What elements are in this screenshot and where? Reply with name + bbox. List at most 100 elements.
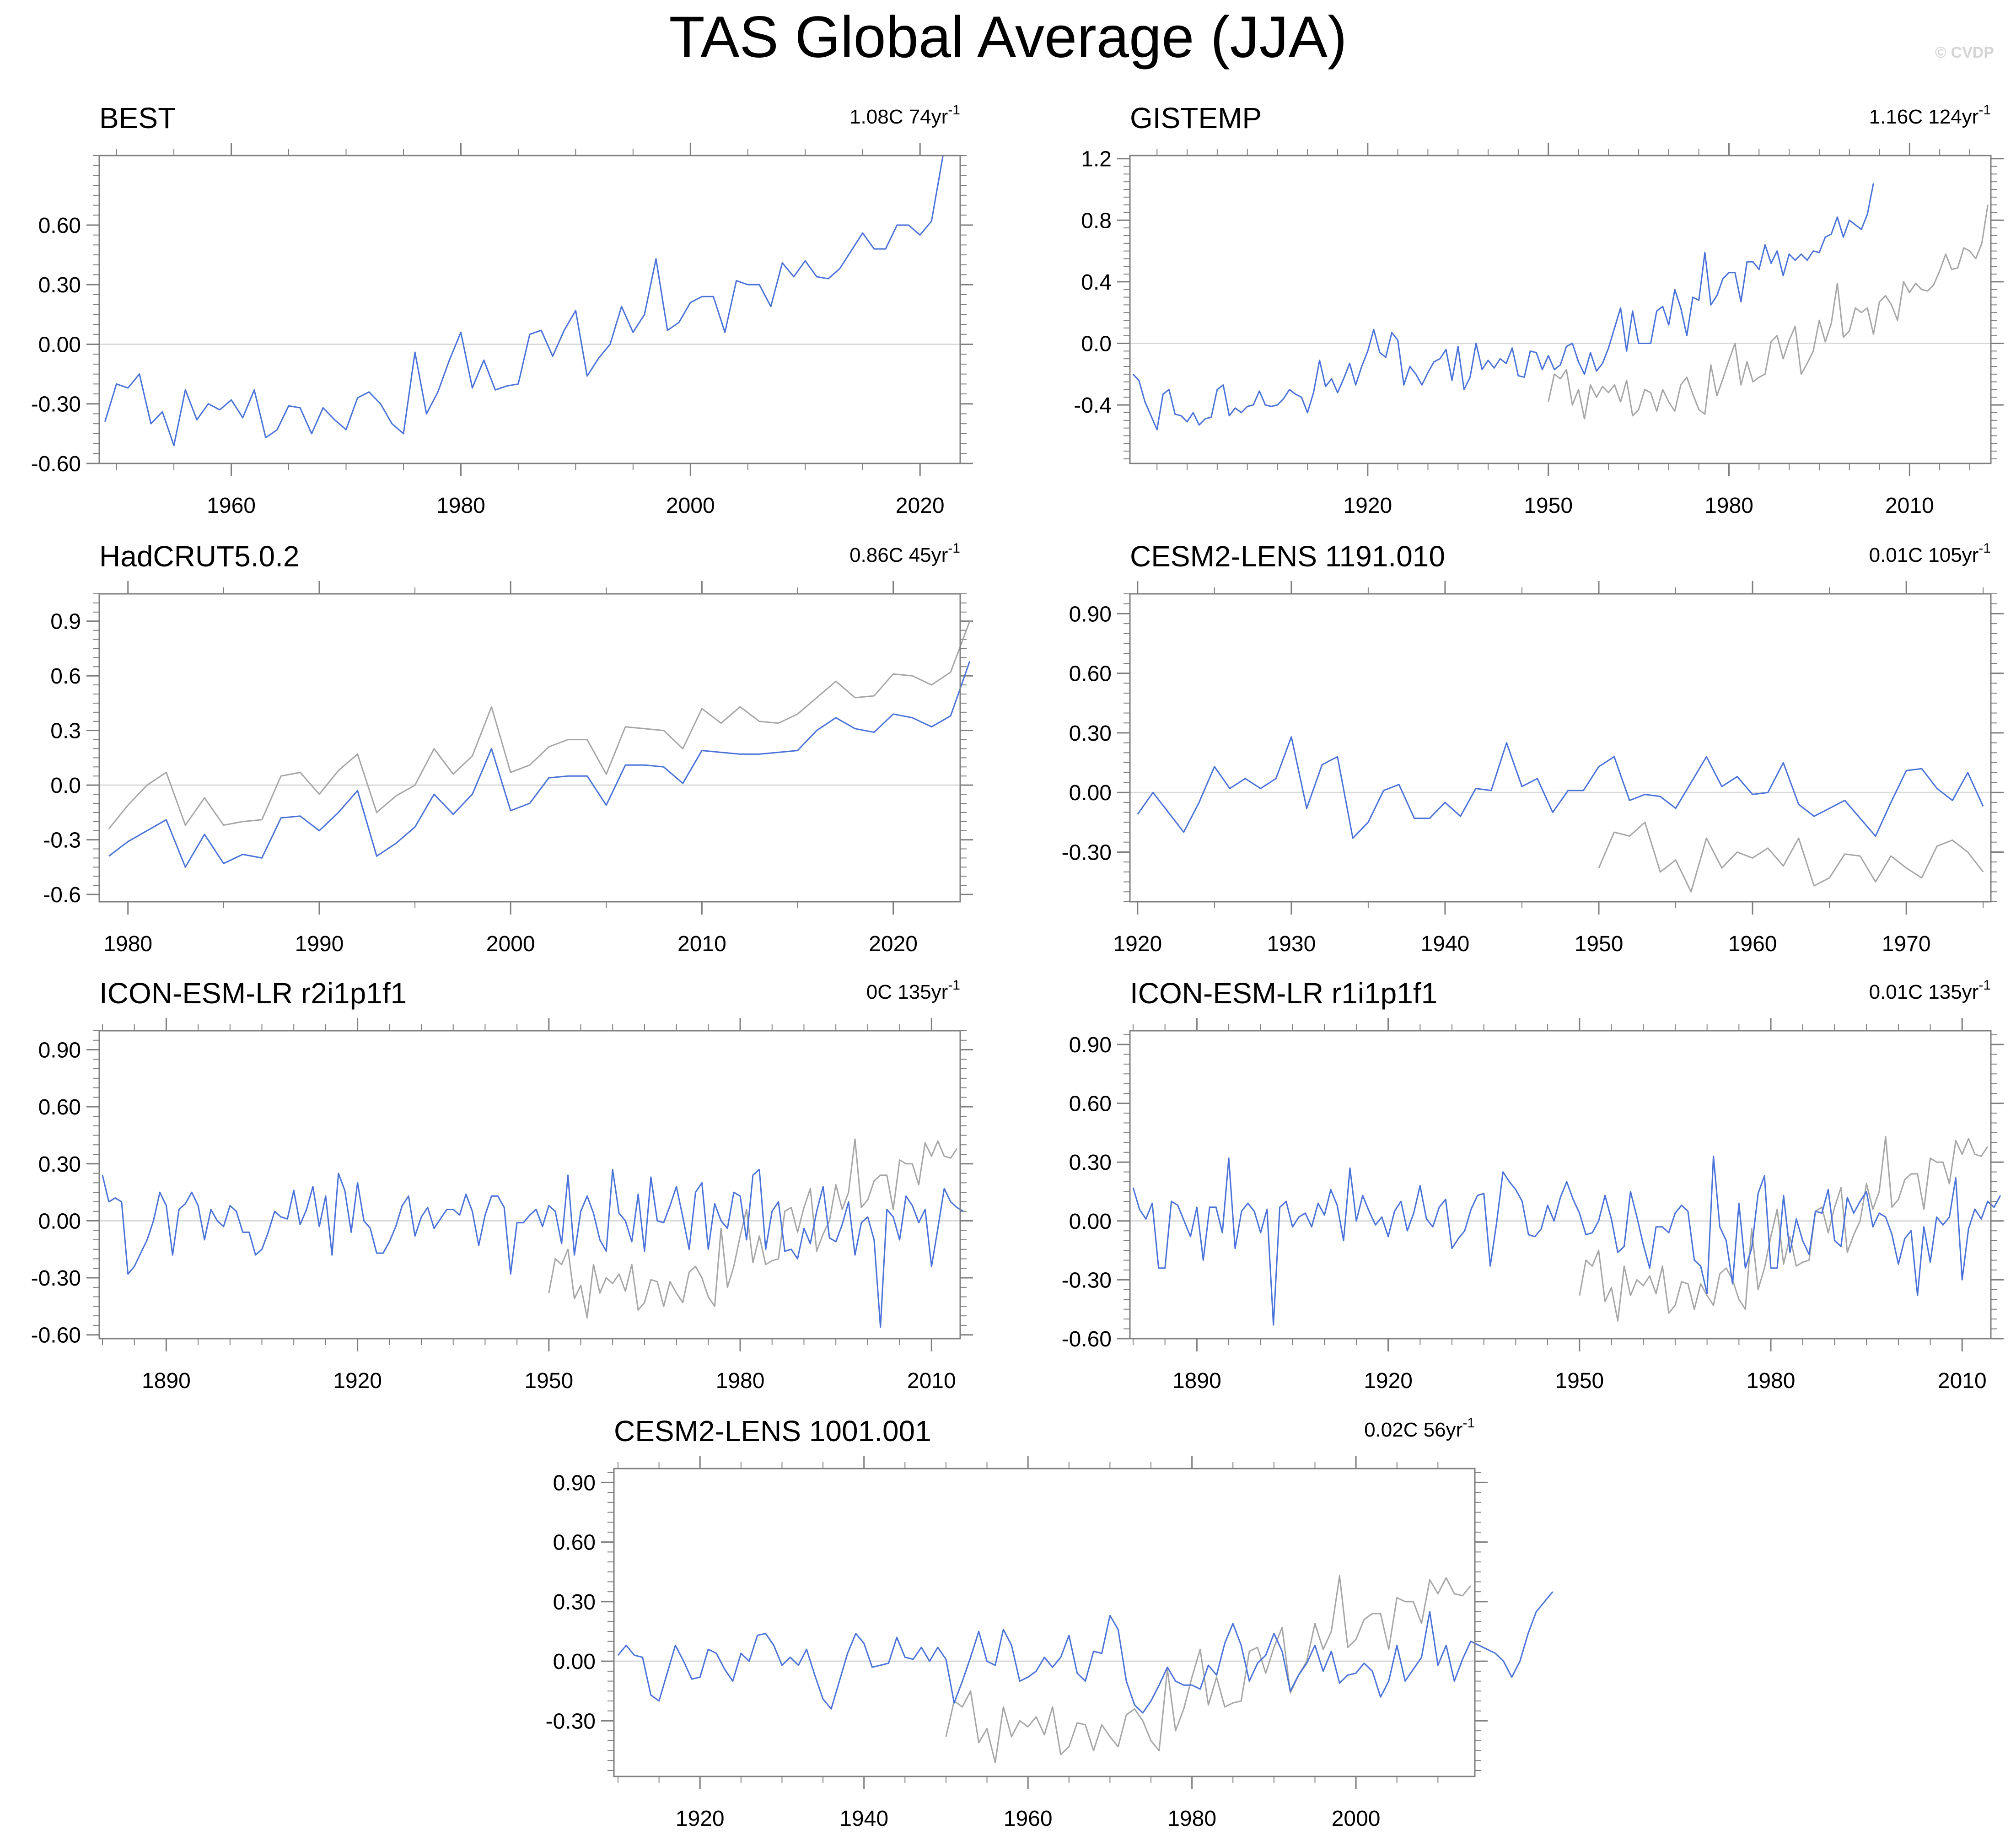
x-tick-label: 1960 [1728,932,1777,956]
panel-cesm2_1191: CESM2-LENS 1191.010 0.01C 105yr-1 -0.30 0.0… [1062,540,2004,956]
y-tick-label: -0.60 [31,452,81,476]
cvdp-watermark: © CVDP [1935,44,1994,61]
x-tick-label: 2000 [666,494,715,518]
series-line-primary [1132,183,1874,431]
x-tick-label: 1940 [839,1807,888,1831]
x-tick-label: 2020 [896,494,945,518]
x-tick-label: 1980 [436,494,485,518]
series-line-reference [1579,1136,1989,1322]
x-tick-label: 2020 [869,932,918,956]
x-tick-label: 1960 [207,494,256,518]
series-line-primary [1132,1155,2001,1326]
y-tick-label: -0.60 [31,1324,81,1348]
y-tick-label: 0.90 [1069,1033,1112,1057]
y-tick-label: 0.60 [553,1531,596,1555]
y-tick-label: 0.4 [1081,270,1112,295]
y-tick-label: 0.30 [38,273,81,297]
x-tick-label: 1960 [1004,1807,1053,1831]
y-tick-label: 0.00 [38,1209,81,1233]
y-tick-label: -0.30 [31,1266,81,1291]
panel-icon_r1: ICON-ESM-LR r1i1p1f1 0.01C 135yr-1 -0.60 -0… [1062,977,2004,1393]
x-tick-label: 1950 [1555,1369,1604,1393]
plot-frame [98,593,961,903]
x-tick-label: 1980 [716,1369,765,1393]
trend-label: 0.02C 56yr-1 [1364,1415,1475,1441]
y-tick-label: 0.30 [1069,721,1112,746]
plot-frame [98,155,961,464]
y-tick-label: -0.30 [1062,1268,1112,1292]
x-tick-label: 1920 [1113,932,1162,956]
x-tick-label: 1950 [1575,932,1624,956]
x-tick-label: 1930 [1267,932,1316,956]
y-tick-label: 0.0 [1081,332,1112,356]
panel-gistemp: GISTEMP 1.16C 124yr-1 -0.4 0.0 0.4 0.8 1.2 1920… [1074,102,2004,518]
x-tick-label: 2000 [1332,1807,1381,1831]
series-line-primary [1137,736,1984,839]
y-tick-label: 0.90 [553,1471,596,1495]
x-tick-label: 1990 [295,932,344,956]
trend-label: 1.08C 74yr-1 [849,102,960,128]
y-tick-label: 0.60 [38,1095,81,1119]
x-tick-label: 2010 [677,932,726,956]
y-tick-label: -0.4 [1074,393,1112,418]
trend-label: 0.01C 135yr-1 [1869,978,1991,1003]
y-tick-label: 0.00 [38,333,81,357]
y-tick-label: 0.6 [50,664,81,689]
panel-best: BEST 1.08C 74yr-1 -0.60 -0.30 0.00 0.30 0.60 19… [31,102,973,518]
panel-title: GISTEMP [1130,102,1262,135]
series-line-reference [108,621,971,829]
trend-label: 0.86C 45yr-1 [849,541,960,566]
panel-cesm2_1001: CESM2-LENS 1001.001 0.02C 56yr-1 -0.30 0.00… [546,1415,1554,1831]
plot-frame [1129,593,1992,903]
panel-title: ICON-ESM-LR r2i1p1f1 [99,977,407,1010]
x-tick-label: 2010 [907,1369,956,1393]
x-tick-label: 1980 [103,932,152,956]
plot-frame [613,1468,1476,1777]
y-tick-label: 0.00 [553,1650,596,1674]
y-tick-label: 0.60 [1069,1092,1112,1116]
y-tick-label: 0.3 [50,719,81,743]
x-tick-label: 1920 [1364,1369,1413,1393]
y-tick-label: 0.8 [1081,209,1112,233]
panel-title: BEST [99,102,176,135]
x-tick-label: 1940 [1421,932,1470,956]
y-tick-label: -0.30 [31,393,81,417]
series-line-reference [1548,205,1989,420]
x-tick-label: 1950 [1524,494,1573,518]
series-line-primary [108,661,971,868]
series-line-primary [102,1168,964,1328]
series-line-reference [1598,821,1984,893]
panel-title: ICON-ESM-LR r1i1p1f1 [1130,977,1437,1010]
y-tick-label: -0.60 [1062,1327,1112,1351]
y-tick-label: 0.00 [1069,1210,1112,1234]
x-tick-label: 2010 [1938,1369,1987,1393]
trend-label: 0C 135yr-1 [866,978,960,1003]
panel-hadcrut: HadCRUT5.0.2 0.86C 45yr-1 -0.6 -0.3 0.0 0.3 0.… [43,540,973,956]
plot-frame [98,1030,961,1340]
series-line-primary [104,155,944,447]
series-line-reference [548,1138,958,1319]
y-tick-label: -0.30 [1062,840,1112,865]
panel-title: CESM2-LENS 1191.010 [1130,540,1445,573]
x-tick-label: 1970 [1882,932,1931,956]
y-tick-label: 0.00 [1069,781,1112,805]
panel-title: CESM2-LENS 1001.001 [614,1415,931,1448]
y-tick-label: 0.60 [38,214,81,238]
y-tick-label: 0.0 [50,774,81,798]
y-tick-label: 0.30 [553,1590,596,1615]
x-tick-label: 1950 [524,1369,573,1393]
x-tick-label: 1980 [1704,494,1753,518]
series-line-primary [617,1591,1554,1714]
x-tick-label: 1890 [142,1369,191,1393]
y-tick-label: -0.6 [43,883,81,907]
y-tick-label: -0.3 [43,829,81,853]
x-tick-label: 1920 [1343,494,1392,518]
panel-icon_r2: ICON-ESM-LR r2i1p1f1 0C 135yr-1 -0.60 -0.30… [31,977,973,1393]
y-tick-label: 0.9 [50,610,81,634]
trend-label: 1.16C 124yr-1 [1869,102,1991,128]
x-tick-label: 1980 [1747,1369,1796,1393]
y-tick-label: -0.30 [546,1709,596,1733]
y-tick-label: 0.90 [1069,602,1112,626]
x-tick-label: 1980 [1167,1807,1216,1831]
